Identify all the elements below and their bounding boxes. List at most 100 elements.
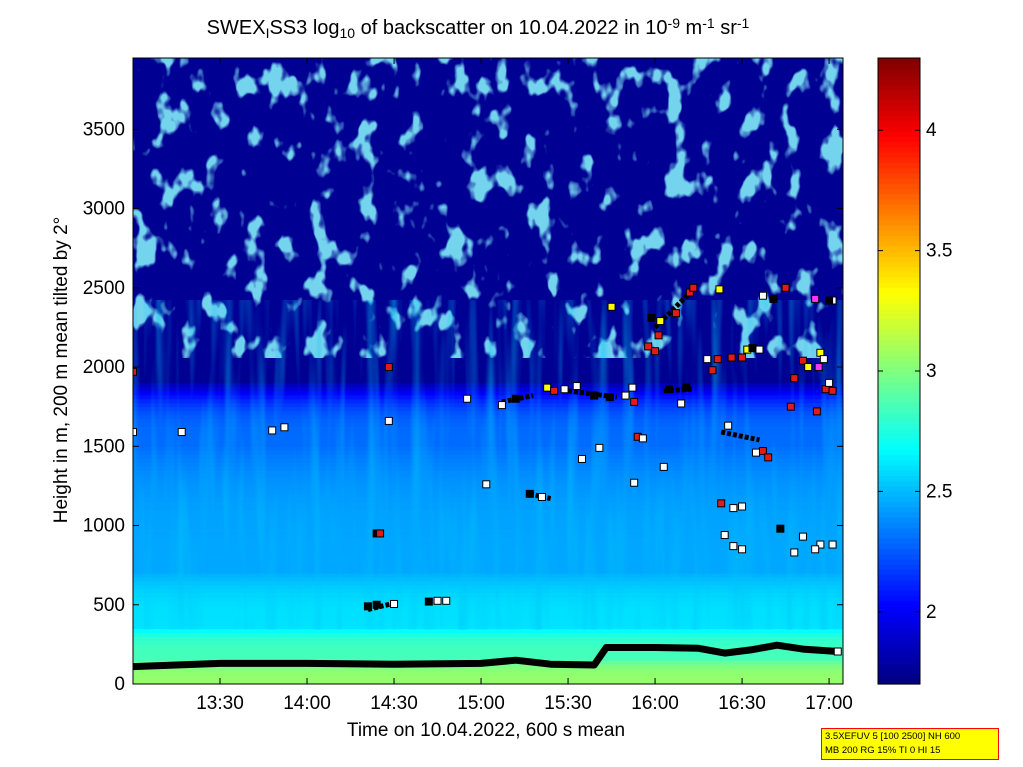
colorbar-swatch — [878, 564, 920, 570]
colorbar-swatch — [878, 151, 920, 158]
cloud-marker — [543, 383, 552, 392]
colorbar-swatch — [878, 642, 920, 649]
x-tick-label: 16:00 — [631, 693, 679, 714]
cloud-marker — [798, 356, 807, 365]
colorbar-swatch — [878, 235, 920, 242]
colorbar-swatch — [878, 511, 920, 518]
colorbar-swatch — [878, 444, 920, 450]
cloud-marker — [659, 462, 668, 471]
colorbar-swatch — [878, 657, 920, 664]
colorbar-swatch — [878, 334, 920, 341]
colorbar-swatch — [878, 584, 920, 591]
colorbar-swatch — [878, 58, 920, 64]
colorbar-swatch — [878, 376, 920, 383]
colorbar-swatch — [878, 344, 920, 351]
colorbar-swatch — [878, 558, 920, 565]
colorbar-swatch — [878, 266, 920, 273]
x-tick-label: 15:00 — [457, 693, 505, 714]
colorbar-swatch — [878, 522, 920, 529]
colorbar-swatch — [878, 136, 920, 143]
colorbar-swatch — [878, 553, 920, 560]
colorbar-swatch — [878, 245, 920, 252]
colorbar-swatch — [878, 162, 920, 169]
x-tick-label: 14:00 — [283, 693, 331, 714]
colorbar-swatch — [878, 277, 920, 283]
plot-frame — [132, 57, 844, 685]
chart-title: SWEXISS3 log10 of backscatter on 10.04.2… — [207, 15, 750, 41]
heatmap-band — [133, 656, 843, 661]
colorbar-swatch — [878, 193, 920, 200]
colorbar-tick-label: 3 — [926, 361, 937, 382]
colorbar-swatch — [878, 527, 920, 534]
cloud-marker — [268, 426, 277, 435]
cloud-marker — [590, 391, 599, 400]
heatmap-band — [133, 648, 843, 653]
colorbar-swatch — [878, 428, 920, 435]
cloud-marker — [390, 599, 399, 608]
colorbar-swatch — [878, 240, 920, 247]
cloud-marker — [828, 386, 837, 395]
colorbar-swatch — [878, 501, 920, 508]
title-part: of backscatter on 10.04.2022 in 10 — [355, 17, 667, 39]
colorbar-swatch — [878, 475, 920, 482]
colorbar-swatch — [878, 537, 920, 544]
colorbar-swatch — [878, 610, 920, 617]
cloud-marker — [758, 291, 767, 300]
cloud-marker — [677, 399, 686, 408]
cloud-marker — [833, 647, 842, 656]
cloud-marker — [463, 394, 472, 403]
cloud-marker — [812, 407, 821, 416]
heatmap-band — [133, 672, 843, 677]
y-tick-label: 2500 — [83, 278, 125, 299]
colorbar-swatch — [878, 120, 920, 127]
colorbar-swatch — [878, 73, 920, 80]
colorbar-swatch — [878, 548, 920, 555]
colorbar-swatch — [878, 256, 920, 263]
colorbar-swatch — [878, 219, 920, 226]
cloud-marker — [177, 428, 186, 437]
cloud-marker — [708, 366, 717, 375]
cloud-marker — [424, 597, 433, 606]
cloud-marker — [715, 285, 724, 294]
colorbar-swatch — [878, 652, 920, 659]
cloud-marker — [133, 367, 137, 376]
colorbar-swatch — [878, 209, 920, 216]
x-axis: 13:30 14:00 14:30 15:00 15:30 16:00 16:30 17:00 — [196, 58, 853, 714]
colorbar-swatch — [878, 204, 920, 210]
colorbar-swatch — [878, 417, 920, 424]
colorbar-swatch — [878, 131, 920, 137]
colorbar-swatch — [878, 574, 920, 581]
y-tick-label: 0 — [114, 674, 125, 695]
colorbar-swatch — [878, 360, 920, 367]
colorbar-swatch — [878, 318, 920, 325]
colorbar-swatch — [878, 605, 920, 612]
colorbar-swatch — [878, 381, 920, 388]
cloud-marker — [664, 385, 673, 394]
cloud-marker — [621, 391, 630, 400]
colorbar-swatch — [878, 595, 920, 602]
colorbar-swatch — [878, 590, 920, 596]
colorbar-swatch — [878, 183, 920, 190]
info-line-2: MB 200 RG 15% TI 0 HI 15 — [825, 745, 941, 756]
cloud-marker — [363, 602, 372, 611]
colorbar-swatch — [878, 480, 920, 487]
cloud-marker — [798, 532, 807, 541]
colorbar-swatch — [878, 402, 920, 409]
cloud-marker — [720, 531, 729, 540]
info-box: 3.5XEFUV 5 [100 2500] NH 600 MB 200 RG 1… — [821, 728, 999, 760]
colorbar-swatch — [878, 637, 920, 643]
cloud-marker — [628, 383, 637, 392]
colorbar-swatch — [878, 454, 920, 461]
colorbar-swatch — [878, 397, 920, 403]
cloud-marker — [751, 448, 760, 457]
colorbar-swatch — [878, 230, 920, 236]
title-part: 10 — [340, 25, 356, 41]
heatmap-band — [133, 644, 843, 649]
colorbar-swatch — [878, 329, 920, 336]
colorbar-swatch — [878, 485, 920, 492]
cloud-marker — [133, 428, 137, 437]
y-tick-label: 3500 — [83, 119, 125, 140]
y-axis-label: Height in m, 200 m mean tilted by 2° — [51, 217, 72, 523]
cloud-marker — [384, 416, 393, 425]
title-part: SWEX — [207, 17, 266, 39]
